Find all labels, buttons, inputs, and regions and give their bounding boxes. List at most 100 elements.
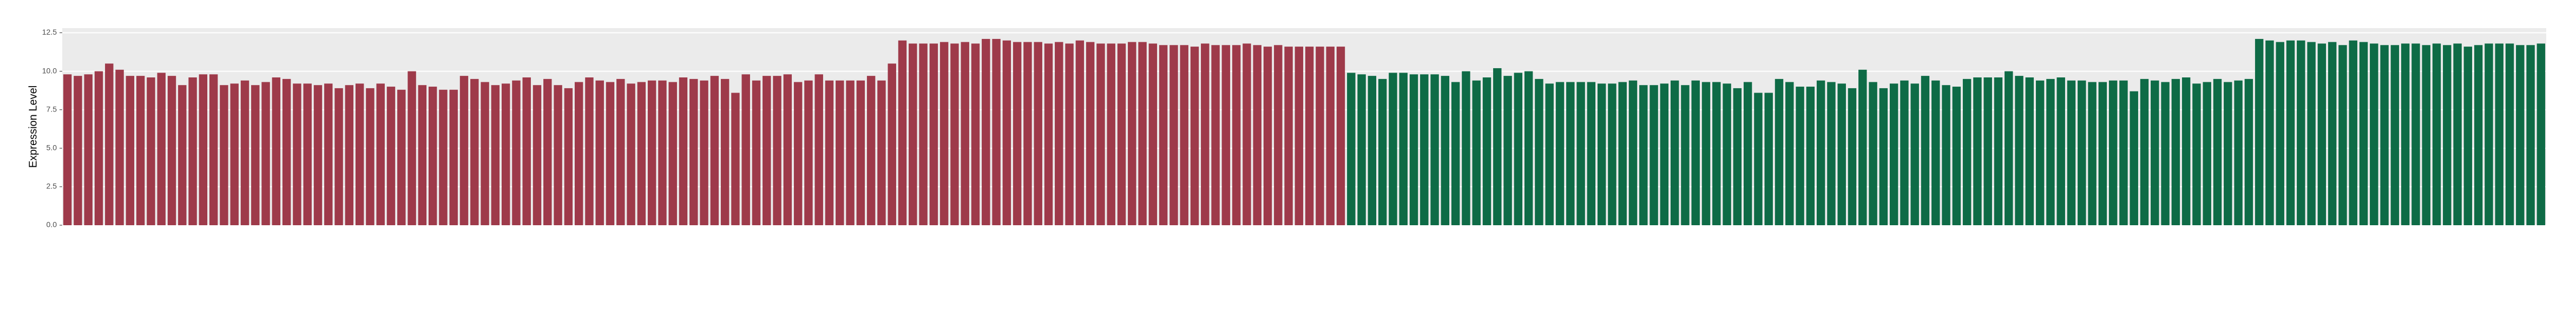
bar [209, 74, 218, 225]
bar [147, 77, 155, 225]
bar [752, 80, 761, 225]
bar [1420, 74, 1429, 225]
bar [1848, 88, 1857, 225]
bar [606, 82, 615, 225]
bar [1482, 77, 1491, 225]
bar [2516, 45, 2525, 225]
bar [2526, 45, 2535, 225]
bar [961, 42, 969, 225]
bar [1962, 78, 1972, 225]
bar [1055, 42, 1063, 225]
bar [825, 80, 834, 225]
bar [366, 88, 374, 225]
bar [1566, 82, 1575, 225]
bar [220, 85, 228, 225]
bar [2536, 43, 2546, 225]
bar [533, 85, 542, 225]
bar [668, 82, 677, 225]
bar [793, 82, 803, 225]
bar [1044, 43, 1053, 225]
bar [1013, 42, 1022, 225]
bar [501, 83, 510, 225]
bar [2286, 40, 2295, 225]
bar [1681, 85, 1690, 225]
bar [2453, 43, 2462, 225]
bar [1493, 68, 1502, 225]
bar [1503, 76, 1512, 225]
bar [1889, 83, 1898, 225]
bar [2234, 80, 2243, 225]
bar [720, 78, 730, 225]
bar [1190, 47, 1199, 225]
bar [408, 71, 416, 225]
bar [700, 80, 708, 225]
bar [115, 69, 124, 225]
bar [2181, 77, 2191, 225]
bar [1733, 88, 1742, 225]
bar [1858, 69, 1867, 225]
bar [1931, 80, 1940, 225]
bar [1357, 74, 1366, 225]
bar [2098, 82, 2107, 225]
bar [1576, 82, 1585, 225]
bar [470, 78, 479, 225]
bar [1232, 45, 1241, 225]
bar [2328, 42, 2337, 225]
bar [1462, 71, 1470, 225]
bar [1399, 73, 1408, 225]
bar [804, 80, 813, 225]
bar [2005, 71, 2013, 225]
bar [2338, 45, 2347, 225]
bar [2171, 78, 2180, 225]
bar [1034, 42, 1042, 225]
bar [627, 83, 635, 225]
bar [637, 82, 646, 225]
bar [386, 87, 396, 225]
bar [1952, 87, 1961, 225]
y-tick-label: 0.0 [47, 220, 57, 229]
bar [2485, 43, 2493, 225]
bar [1221, 45, 1231, 225]
bar [2390, 45, 2400, 225]
bar [376, 83, 385, 225]
bar [971, 43, 980, 225]
y-tick-label: 12.5 [42, 28, 57, 36]
bar [763, 76, 771, 225]
bar [574, 82, 583, 225]
bar [898, 40, 907, 225]
bar [1316, 47, 1324, 225]
bar [710, 76, 719, 225]
bar [1472, 80, 1481, 225]
bar [2432, 43, 2441, 225]
bar [616, 78, 625, 225]
bar [355, 83, 364, 225]
bar [2035, 80, 2045, 225]
bar [2067, 80, 2076, 225]
bar [1670, 80, 1679, 225]
bar [2108, 80, 2118, 225]
bar [439, 89, 448, 225]
bar [1921, 76, 1930, 225]
bar [1451, 82, 1460, 225]
bar [240, 80, 249, 225]
bar [564, 88, 573, 225]
bar [1409, 74, 1418, 225]
bar [2161, 82, 2170, 225]
bar [126, 76, 135, 225]
bar [2255, 38, 2264, 225]
bar [1743, 82, 1752, 225]
bar [2307, 42, 2316, 225]
bar [888, 63, 896, 225]
bar [1816, 80, 1825, 225]
bar [1764, 93, 1773, 225]
bar [272, 77, 281, 225]
bar [1096, 43, 1105, 225]
bar [1535, 78, 1543, 225]
bar [1942, 85, 1950, 225]
bar [2297, 40, 2305, 225]
bar [2359, 42, 2368, 225]
bar [157, 73, 166, 225]
bar [1587, 82, 1596, 225]
